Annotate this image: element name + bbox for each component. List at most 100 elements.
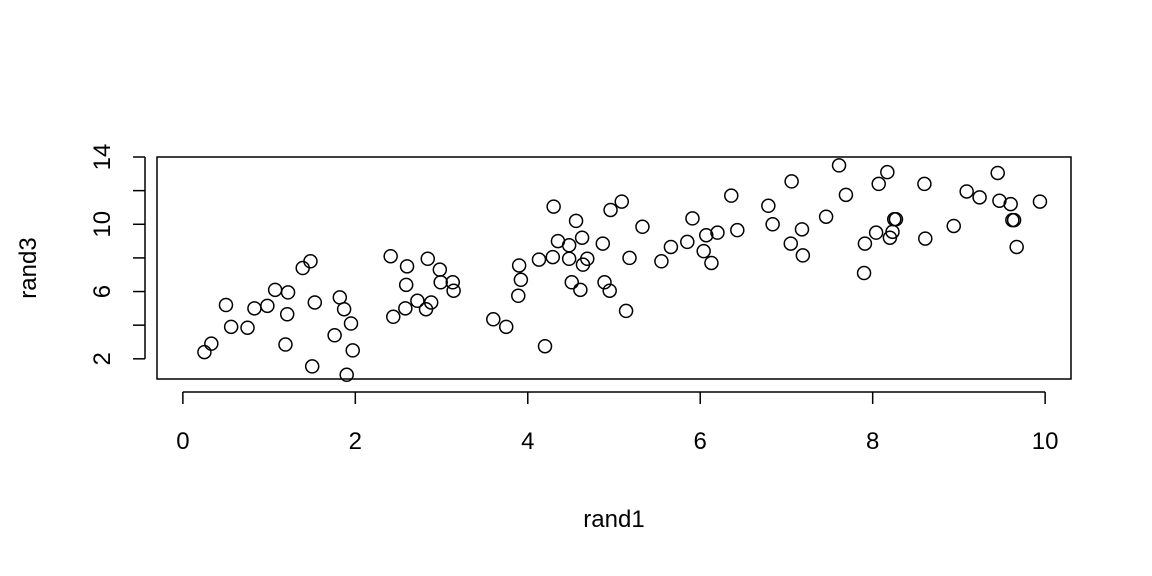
data-point <box>704 255 719 271</box>
data-point <box>635 219 650 235</box>
data-point <box>511 288 526 303</box>
data-point <box>343 316 359 331</box>
data-point <box>545 249 561 265</box>
data-point <box>917 176 932 192</box>
data-point <box>761 198 776 214</box>
data-point <box>398 301 413 316</box>
y-axis: 2 6 10 14 <box>89 144 146 365</box>
data-point <box>295 260 310 276</box>
plot-area <box>156 156 1072 380</box>
data-point <box>564 275 579 290</box>
x-tick-label: 8 <box>866 428 879 455</box>
x-tick-label: 10 <box>1032 428 1059 455</box>
data-point <box>1032 194 1048 209</box>
data-point <box>511 258 527 273</box>
data-point <box>574 230 590 245</box>
data-point <box>1003 196 1018 212</box>
data-point <box>603 202 618 218</box>
data-point <box>831 158 847 173</box>
data-point <box>197 344 212 360</box>
y-tick-label: 2 <box>89 352 116 365</box>
data-point <box>580 251 595 266</box>
x-tick-label: 2 <box>349 428 362 455</box>
data-point <box>1009 239 1024 255</box>
data-point <box>218 297 234 313</box>
data-point <box>399 259 415 274</box>
data-point <box>597 275 612 290</box>
data-point <box>240 320 255 335</box>
data-point <box>710 225 725 240</box>
data-point <box>730 222 745 238</box>
plot-frame <box>156 156 1072 380</box>
data-point <box>573 282 588 298</box>
data-point <box>303 254 318 269</box>
data-point <box>486 312 501 327</box>
data-point <box>794 222 810 237</box>
data-point <box>795 248 811 263</box>
data-point <box>445 275 461 290</box>
data-point <box>432 262 448 277</box>
data-point <box>204 336 219 351</box>
data-point <box>433 275 448 290</box>
data-point <box>327 328 342 343</box>
x-tick-label: 0 <box>176 428 189 455</box>
data-point <box>260 298 275 314</box>
data-point <box>568 213 584 229</box>
data-point <box>423 295 439 310</box>
data-point <box>537 338 553 354</box>
data-point <box>871 176 886 192</box>
data-point <box>685 211 700 226</box>
data-point <box>561 238 577 253</box>
y-tick-label: 6 <box>89 285 116 298</box>
data-point <box>699 227 714 243</box>
data-point <box>857 236 873 251</box>
data-point <box>278 337 293 352</box>
data-point <box>680 234 695 250</box>
data-point <box>972 190 987 205</box>
data-point <box>880 164 895 180</box>
data-point <box>614 194 630 209</box>
data-point <box>386 309 401 325</box>
data-point <box>818 209 834 224</box>
data-point <box>398 277 414 293</box>
data-point <box>856 265 872 281</box>
data-point <box>546 199 561 214</box>
data-point <box>783 236 799 251</box>
data-point <box>279 307 295 322</box>
data-point <box>602 283 617 298</box>
data-point <box>304 359 320 374</box>
data-point <box>410 293 425 309</box>
data-point <box>888 211 904 227</box>
data-point <box>280 285 296 300</box>
y-tick-label: 10 <box>89 211 116 238</box>
data-point <box>663 239 679 255</box>
data-point <box>918 231 933 246</box>
data-point <box>946 218 961 234</box>
data-point <box>307 295 323 310</box>
data-point <box>531 252 547 267</box>
data-point <box>345 343 360 358</box>
x-axis: 0 2 4 6 8 10 <box>176 391 1059 455</box>
data-point <box>383 248 398 264</box>
data-point <box>513 272 529 288</box>
data-point <box>868 225 884 240</box>
data-point <box>223 319 239 335</box>
data-point <box>247 301 262 316</box>
data-point <box>654 254 669 269</box>
data-point <box>498 319 514 335</box>
x-tick-label: 6 <box>694 428 707 455</box>
data-point <box>990 165 1005 181</box>
x-tick-label: 4 <box>521 428 534 455</box>
data-point <box>784 174 799 189</box>
data-point <box>420 251 436 266</box>
data-point <box>765 217 780 232</box>
y-axis-label: rand3 <box>15 237 42 298</box>
data-point <box>724 188 739 203</box>
data-point <box>618 303 634 319</box>
data-point <box>561 251 577 266</box>
y-tick-label: 14 <box>89 144 116 171</box>
data-point <box>339 367 354 383</box>
data-point <box>595 236 611 251</box>
